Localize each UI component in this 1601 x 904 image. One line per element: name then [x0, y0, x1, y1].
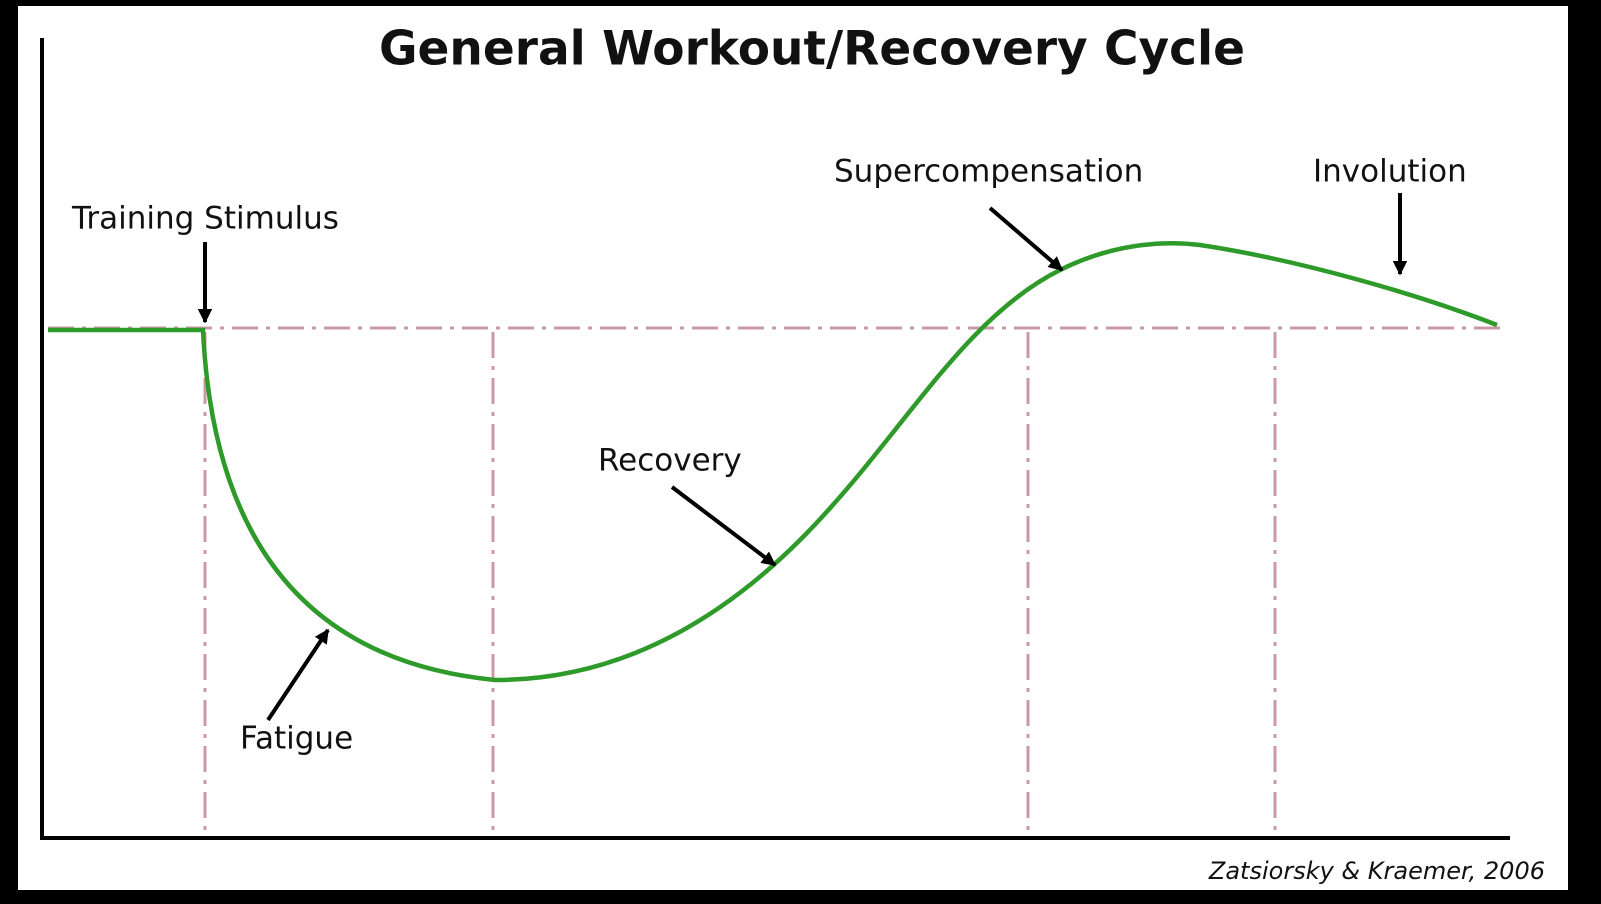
arrow	[266, 628, 330, 722]
axes	[40, 38, 1510, 840]
label: Involution	[1313, 154, 1467, 190]
label: Training Stimulus	[71, 201, 339, 237]
title: General Workout/Recovery Cycle	[379, 22, 1245, 77]
label: Supercompensation	[834, 154, 1143, 190]
arrow	[988, 206, 1064, 272]
arrows	[197, 193, 1408, 722]
arrow	[670, 485, 777, 567]
label: Recovery	[598, 443, 742, 479]
label: Fatigue	[240, 721, 353, 757]
citation: Zatsiorsky & Kraemer, 2006	[1208, 857, 1545, 885]
reference-lines	[48, 326, 1505, 836]
cycle-curve	[48, 241, 1498, 683]
canvas	[18, 6, 1568, 890]
